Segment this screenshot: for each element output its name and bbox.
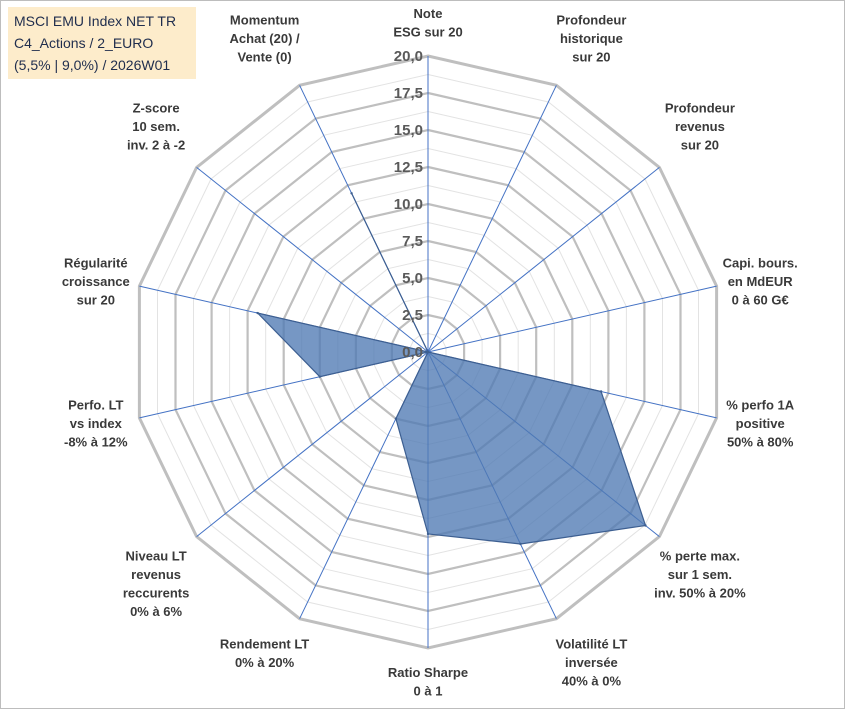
axis-label-line: Régularité [64, 256, 128, 271]
axis-label-line: revenus [131, 567, 181, 582]
axis-label-line: % perfo 1A [726, 397, 795, 412]
axis-spoke [427, 285, 717, 353]
axis-label-line: % perte max. [660, 548, 740, 563]
tick-label: 5,0 [402, 270, 423, 287]
axis-spoke [427, 85, 557, 353]
axis-label-line: 50% à 80% [727, 434, 794, 449]
axis-label-line: vs index [70, 416, 123, 431]
axis-label-line: Vente (0) [238, 50, 292, 65]
axis-label-line: Note [414, 6, 443, 21]
chart-title-line-1: MSCI EMU Index NET TR [14, 13, 177, 29]
axis-label-line: Achat (20) / [230, 31, 300, 46]
axis-label-line: inv. 50% à 20% [654, 585, 746, 600]
axis-label: Perfo. LT vs index -8% à 12% [64, 397, 128, 449]
data-point [394, 417, 398, 420]
axis-label-line: en MdEUR [728, 274, 794, 289]
axis-label-line: revenus [675, 119, 725, 134]
axis-label-line: Profondeur [665, 101, 735, 116]
axis-label-line: Momentum [230, 13, 299, 28]
axis-label-line: historique [560, 31, 623, 46]
axis-label-line: inversée [565, 655, 618, 670]
axis-label-line: Profondeur [556, 13, 626, 28]
tick-label: 2,5 [402, 307, 423, 324]
chart-title-line-2: C4_Actions / 2_EURO [14, 35, 154, 51]
axis-label-line: Rendement LT [220, 637, 309, 652]
tick-label: 20,0 [394, 48, 423, 65]
tick-label: 17,5 [394, 85, 423, 102]
data-point [318, 375, 321, 378]
axis-label-line: sur 20 [572, 50, 610, 65]
axis-label: Note ESG sur 20 [393, 6, 462, 40]
axis-label-line: 10 sem. [132, 119, 180, 134]
axis-label-line: Niveau LT [126, 548, 187, 563]
axis-label: Profondeur historique sur 20 [556, 13, 626, 65]
tick-label: 15,0 [394, 122, 423, 139]
axis-label: % perfo 1A positive 50% à 80% [726, 397, 795, 449]
tick-label: 10,0 [394, 196, 423, 213]
axis-label-line: reccurents [123, 585, 189, 600]
axis-label-line: 0% à 20% [235, 655, 295, 670]
axis-spoke [427, 167, 660, 353]
data-point [256, 311, 259, 315]
axis-label-line: sur 20 [681, 138, 719, 153]
axis-label: Régularité croissance sur 20 [62, 256, 130, 308]
tick-label: 7,5 [402, 233, 423, 250]
data-point [426, 350, 430, 354]
data-series-area [255, 193, 647, 545]
axis-spoke [196, 167, 429, 353]
tick-label: 12,5 [394, 159, 423, 176]
axis-label: Rendement LT 0% à 20% [220, 637, 309, 671]
axis-label-line: ESG sur 20 [393, 25, 462, 40]
axis-label-line: sur 1 sem. [668, 567, 732, 582]
axis-label-line: Volatilité LT [556, 637, 628, 652]
data-point [599, 390, 603, 393]
chart-title-line-3: (5,5% | 9,0%) / 2026W01 [14, 57, 171, 73]
axis-label: Momentum Achat (20) / Vente (0) [230, 13, 300, 65]
axis-label-line: -8% à 12% [64, 434, 128, 449]
axis-label: Z-score 10 sem. inv. 2 à -2 [127, 101, 185, 153]
data-point [426, 532, 430, 536]
axis-label-line: 0 à 1 [414, 684, 443, 699]
axis-label: Profondeur revenus sur 20 [665, 101, 735, 153]
axis-label-line: croissance [62, 274, 130, 289]
axis-label-line: Z-score [133, 101, 180, 116]
axis-label-line: 40% à 0% [562, 674, 622, 689]
data-point [519, 542, 522, 546]
axis-label-line: inv. 2 à -2 [127, 138, 185, 153]
axis-spoke [196, 351, 429, 537]
axis-label-line: Capi. bours. [723, 256, 798, 271]
axis-label: % perte max. sur 1 sem. inv. 50% à 20% [654, 548, 746, 600]
axis-label: Ratio Sharpe 0 à 1 [388, 665, 468, 699]
axis-label-line: positive [736, 416, 785, 431]
axis-label-line: sur 20 [77, 293, 115, 308]
data-point [350, 192, 353, 195]
axis-label: Capi. bours. en MdEUR 0 à 60 G€ [723, 256, 798, 308]
tick-label: 0,0 [402, 344, 423, 361]
axis-label-line: 0 à 60 G€ [732, 293, 789, 308]
axis-label: Volatilité LT inversée 40% à 0% [556, 637, 628, 689]
data-point [644, 524, 647, 527]
axis-label-line: 0% à 6% [130, 604, 182, 619]
axis-label-line: Perfo. LT [68, 397, 123, 412]
chart-title-box: MSCI EMU Index NET TR C4_Actions / 2_EUR… [8, 7, 196, 79]
axis-label-line: Ratio Sharpe [388, 665, 468, 680]
axis-label: Niveau LT revenus reccurents 0% à 6% [123, 548, 189, 619]
